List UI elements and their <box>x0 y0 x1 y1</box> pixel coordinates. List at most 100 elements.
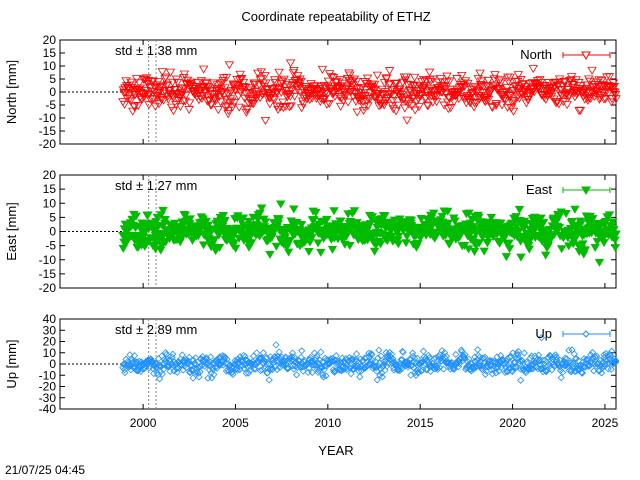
data-point <box>377 230 388 239</box>
data-point <box>419 347 428 355</box>
data-point <box>568 80 578 89</box>
data-point <box>236 353 244 361</box>
data-point <box>177 91 187 100</box>
data-point <box>556 245 567 254</box>
data-point <box>160 216 170 225</box>
data-point <box>205 366 213 374</box>
data-point <box>139 93 149 102</box>
data-point <box>358 106 369 115</box>
data-point <box>242 356 250 364</box>
data-point <box>540 360 548 368</box>
data-point <box>239 83 249 92</box>
data-point <box>564 242 574 251</box>
data-point <box>404 100 414 109</box>
data-point <box>515 359 523 367</box>
data-point <box>372 71 383 80</box>
data-point <box>244 95 254 104</box>
data-point <box>336 217 346 226</box>
y-tick-label: -15 <box>39 124 57 138</box>
data-point <box>514 205 525 214</box>
y-tick-label: -15 <box>39 267 57 281</box>
data-point <box>278 104 289 113</box>
data-point <box>220 84 230 93</box>
data-point <box>121 369 129 377</box>
data-point <box>413 86 423 95</box>
x-tick-label: 2000 <box>130 416 157 430</box>
data-point <box>157 68 167 77</box>
data-point <box>402 116 412 125</box>
data-point <box>430 91 441 100</box>
data-point <box>413 240 423 249</box>
data-point <box>187 236 198 245</box>
data-point <box>345 79 356 88</box>
data-point <box>167 92 177 101</box>
data-point <box>429 209 439 218</box>
data-point <box>203 85 213 94</box>
data-point <box>487 366 495 374</box>
data-point <box>596 76 607 85</box>
data-point <box>185 353 193 361</box>
data-point <box>163 95 174 104</box>
data-point <box>401 73 412 82</box>
data-point <box>186 78 197 87</box>
data-point <box>380 358 388 366</box>
data-point <box>365 94 375 103</box>
data-point <box>496 79 506 88</box>
data-point <box>150 102 160 111</box>
data-point <box>508 107 519 116</box>
data-point <box>440 85 450 94</box>
data-point <box>143 211 153 220</box>
data-point <box>125 94 135 103</box>
data-point <box>585 95 596 104</box>
data-point <box>240 364 248 372</box>
data-point <box>198 241 209 250</box>
data-point <box>375 346 383 354</box>
data-point <box>144 101 154 110</box>
y-tick-label: 20 <box>43 33 57 47</box>
data-point <box>193 367 201 376</box>
data-point <box>153 78 164 87</box>
data-point <box>443 207 453 216</box>
data-point <box>608 83 618 92</box>
data-point <box>554 223 565 232</box>
data-point <box>260 218 271 227</box>
data-point <box>207 353 215 361</box>
data-point <box>322 372 330 380</box>
data-point <box>256 74 267 83</box>
data-point <box>426 354 434 362</box>
data-point <box>588 360 596 368</box>
data-point <box>156 95 167 104</box>
data-point <box>594 258 605 267</box>
data-point <box>504 91 515 100</box>
data-point <box>457 354 465 362</box>
data-point <box>278 98 288 107</box>
data-point <box>444 240 455 249</box>
y-tick-label: 10 <box>43 196 57 210</box>
data-point <box>409 73 420 82</box>
data-point <box>305 364 313 372</box>
data-point <box>471 99 482 108</box>
data-point <box>567 81 577 90</box>
data-point <box>129 103 140 112</box>
data-point <box>452 75 462 84</box>
data-point <box>410 106 420 115</box>
data-point <box>514 94 525 103</box>
data-point <box>259 359 267 367</box>
data-point <box>283 248 294 257</box>
legend-label: Up <box>535 326 552 341</box>
data-point <box>214 244 225 253</box>
data-point <box>204 359 212 367</box>
data-point <box>307 233 317 242</box>
data-point <box>285 237 295 246</box>
data-point <box>317 348 325 356</box>
data-point <box>487 103 498 112</box>
data-point <box>609 226 619 235</box>
data-point <box>265 250 275 259</box>
data-point <box>249 352 258 360</box>
data-point <box>520 349 528 357</box>
data-point <box>349 207 360 216</box>
data-point <box>311 360 319 369</box>
data-point <box>407 371 415 379</box>
data-point <box>460 77 471 86</box>
